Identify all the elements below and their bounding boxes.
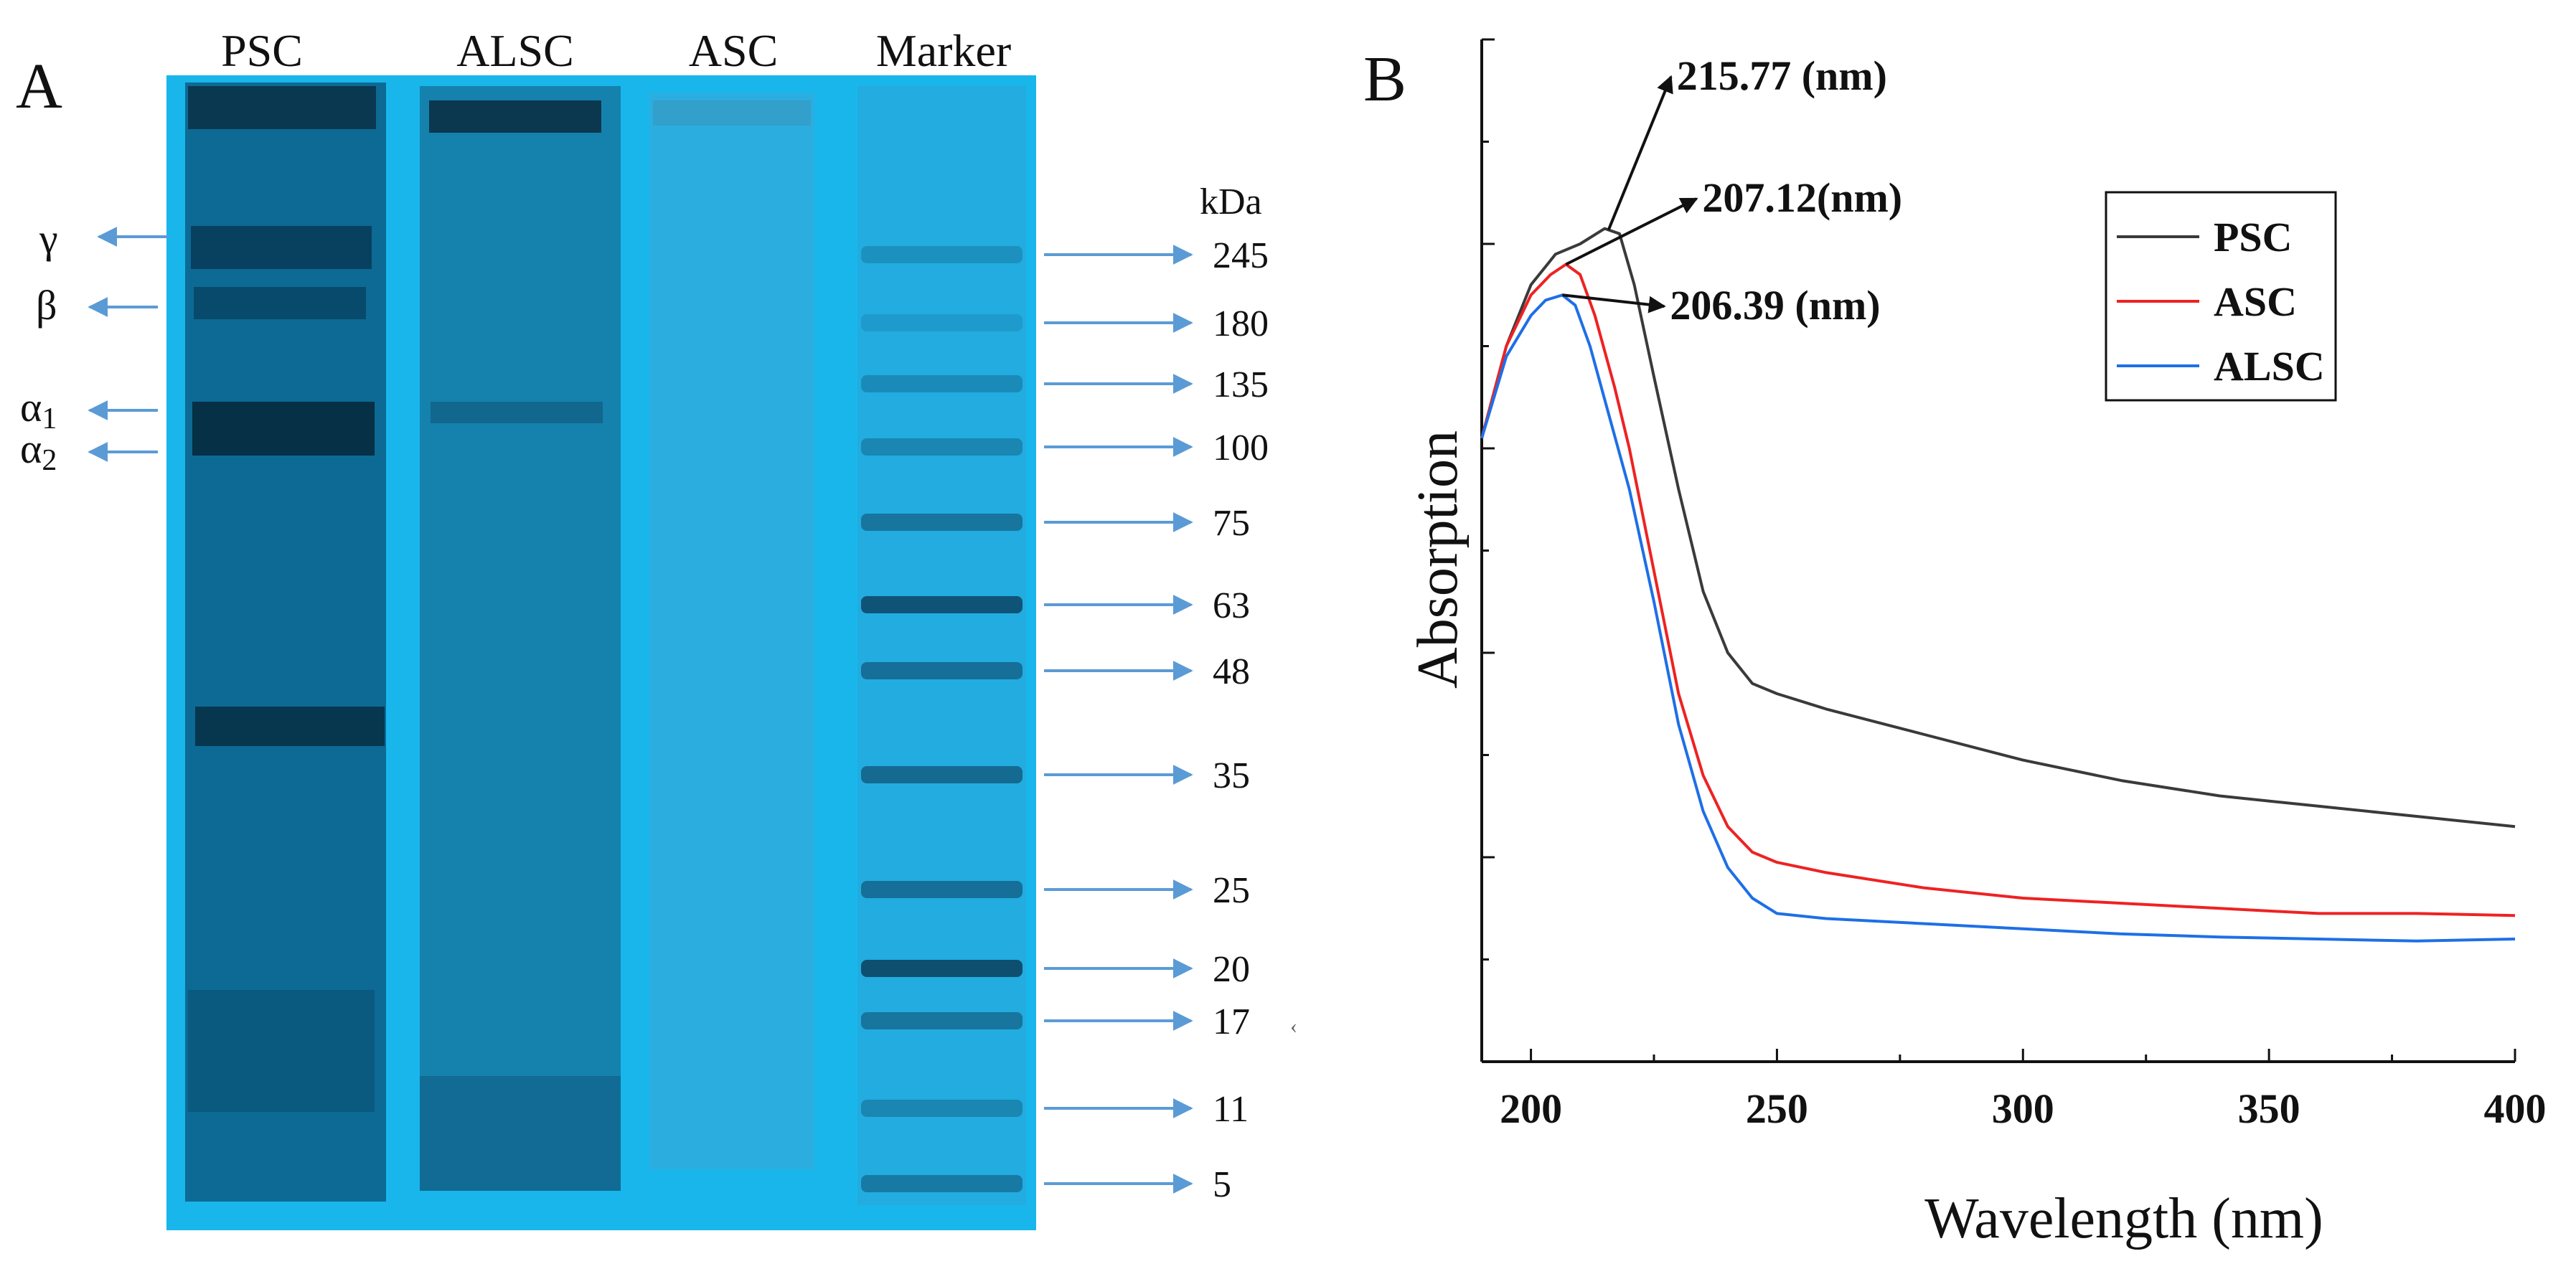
x-axis-title: Wavelength (nm) (1924, 1187, 2323, 1250)
stray-mark: ‹ (1290, 1014, 1297, 1038)
x-tick-label: 350 (2238, 1085, 2300, 1132)
marker-band (861, 514, 1023, 531)
legend-label-psc: PSC (2214, 214, 2293, 260)
mw-label: 48 (1213, 651, 1250, 692)
marker-band (861, 1012, 1023, 1029)
lane-asc (649, 93, 814, 1169)
annotation-label: 207.12(nm) (1702, 174, 1902, 221)
annotation-arrow (1562, 293, 1666, 313)
annotation-arrow (1607, 75, 1673, 231)
y-axis-title: Absorption (1406, 430, 1470, 689)
annotation-label: 206.39 (nm) (1670, 282, 1880, 329)
marker-band (861, 766, 1023, 783)
mw-label: 100 (1213, 428, 1269, 468)
mw-label: 20 (1213, 949, 1250, 990)
x-tick-label: 400 (2484, 1085, 2547, 1132)
chart-series (1480, 227, 2516, 943)
mw-scale: 245 180 135 100 75 63 48 35 25 20 17 11 5 (1044, 235, 1269, 1205)
chart-legend: PSC ASC ALSC (2105, 191, 2337, 402)
lane-label-alsc: ALSC (456, 25, 574, 76)
panel-a-gel: A PSC ALSC ASC Marke (16, 25, 1297, 1230)
mw-label: 135 (1213, 364, 1269, 405)
marker-band (861, 314, 1023, 331)
subunit-gamma: γ (39, 215, 58, 262)
x-tick-label: 300 (1992, 1085, 2054, 1132)
mw-label: 63 (1213, 585, 1250, 626)
subunit-alpha2: α2 (20, 425, 57, 477)
x-tick-label: 200 (1500, 1085, 1562, 1132)
lane-alsc (420, 86, 621, 1191)
lane-marker (857, 86, 1026, 1205)
series-line-alsc (1480, 293, 2516, 943)
subunit-beta: β (36, 282, 57, 329)
mw-label: 75 (1213, 503, 1250, 544)
lane-label-asc: ASC (689, 25, 779, 76)
mw-label: 180 (1213, 303, 1269, 344)
kda-unit-label: kDa (1200, 181, 1262, 222)
marker-band (861, 881, 1023, 898)
series-line-psc (1480, 227, 2516, 829)
subunit-labels: γ β α1 α2 (20, 215, 169, 477)
x-tick-label: 250 (1746, 1085, 1808, 1132)
mw-label: 25 (1213, 870, 1250, 911)
legend-label-asc: ASC (2214, 278, 2297, 325)
series-line-asc (1480, 263, 2516, 917)
panel-b-chart: B 200 250 300 350 400 215.77 (nm)207.12(nm)2… (1363, 38, 2547, 1250)
marker-band (861, 662, 1023, 679)
subunit-alpha1: α1 (20, 384, 57, 435)
mw-label: 35 (1213, 755, 1250, 796)
annotation-arrow (1565, 197, 1698, 266)
legend-label-alsc: ALSC (2214, 343, 2325, 390)
mw-label: 17 (1213, 1001, 1250, 1042)
lane-psc (185, 82, 386, 1202)
marker-band (861, 375, 1023, 392)
chart-axes: 200 250 300 350 400 (1480, 38, 2547, 1132)
marker-band (861, 246, 1023, 263)
marker-band (861, 960, 1023, 977)
mw-label: 5 (1213, 1164, 1231, 1205)
panel-a-letter: A (16, 51, 62, 122)
annotation-label: 215.77 (nm) (1677, 52, 1887, 99)
marker-band (861, 438, 1023, 456)
panel-b-letter: B (1363, 44, 1406, 115)
lane-label-marker: Marker (876, 25, 1011, 76)
lane-label-psc: PSC (221, 25, 303, 76)
mw-label: 11 (1213, 1089, 1249, 1130)
marker-band (861, 1100, 1023, 1117)
marker-band (861, 1175, 1023, 1192)
mw-label: 245 (1213, 235, 1269, 276)
marker-band (861, 596, 1023, 613)
chart-annotations: 215.77 (nm) 207.12(nm) 206.39 (nm) (1562, 52, 1902, 329)
